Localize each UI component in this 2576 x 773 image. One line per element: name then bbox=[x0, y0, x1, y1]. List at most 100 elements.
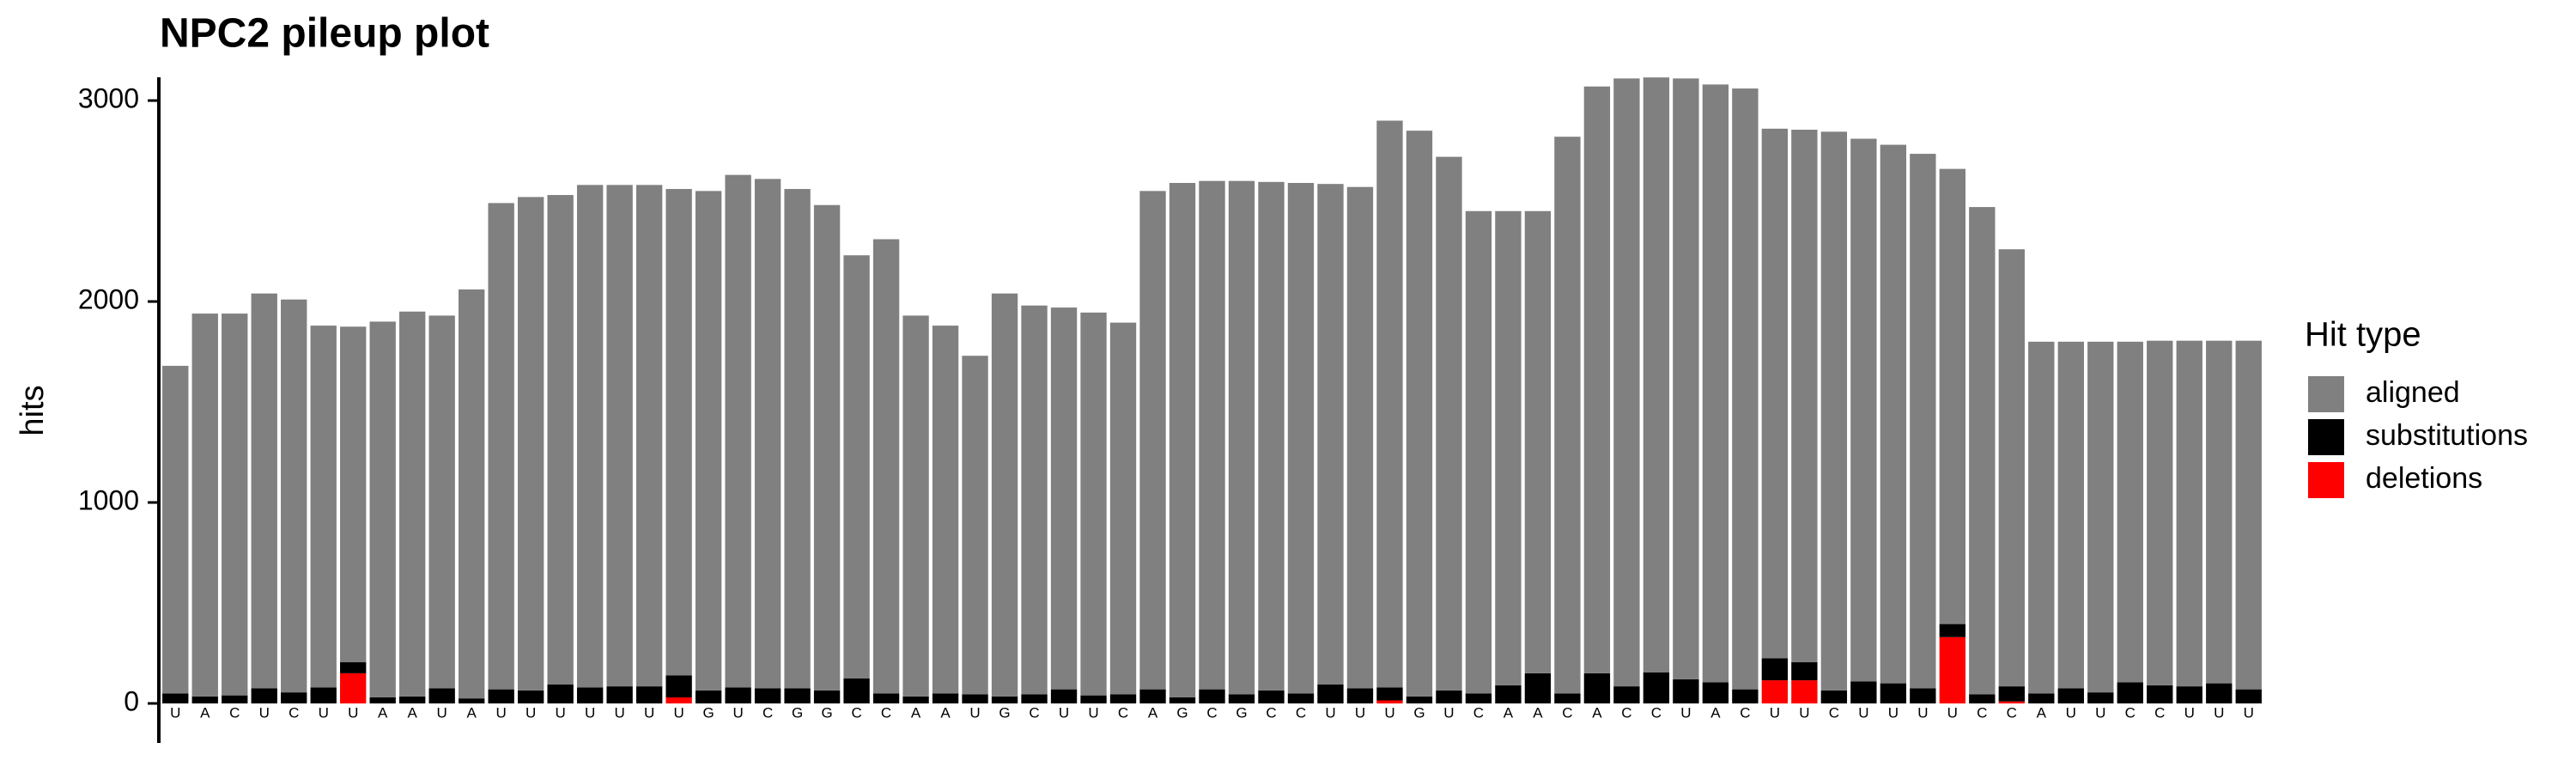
bar-segment bbox=[1820, 131, 1848, 691]
bar-segment bbox=[369, 697, 396, 703]
bar-segment bbox=[399, 311, 426, 697]
legend-key bbox=[2308, 376, 2344, 412]
bar-segment bbox=[725, 687, 751, 703]
x-tick-label: A bbox=[1504, 704, 1514, 721]
bar-segment bbox=[1850, 681, 1877, 703]
bar-segment bbox=[2206, 340, 2233, 684]
x-tick-label: C bbox=[1977, 704, 1987, 721]
bar-segment bbox=[872, 239, 900, 694]
bar-segment bbox=[754, 688, 781, 703]
x-tick-label: U bbox=[2214, 704, 2224, 721]
x-tick-label: A bbox=[1148, 704, 1158, 721]
bar-segment bbox=[517, 197, 544, 691]
bar-segment bbox=[843, 255, 870, 679]
x-tick-label: U bbox=[496, 704, 507, 721]
bar-segment bbox=[1199, 180, 1225, 690]
bar-segment bbox=[281, 299, 307, 693]
bar-segment bbox=[1702, 682, 1729, 703]
bar-segment bbox=[962, 694, 988, 703]
bar-segment bbox=[1406, 131, 1433, 697]
bar-segment bbox=[1613, 78, 1640, 687]
bar-segment bbox=[991, 293, 1018, 697]
x-tick-label: U bbox=[1680, 704, 1691, 721]
x-tick-label: C bbox=[851, 704, 861, 721]
x-tick-label: G bbox=[999, 704, 1010, 721]
bar-segment bbox=[1228, 694, 1255, 703]
bar-segment bbox=[488, 689, 514, 703]
x-tick-label: U bbox=[644, 704, 654, 721]
bar-segment bbox=[665, 697, 692, 703]
bar-segment bbox=[784, 688, 811, 703]
bar-segment bbox=[576, 687, 604, 703]
x-tick-label: U bbox=[1858, 704, 1868, 721]
x-tick-label: A bbox=[378, 704, 388, 721]
bar-segment bbox=[1346, 186, 1374, 689]
bar-segment bbox=[1673, 78, 1699, 679]
x-tick-label: U bbox=[1917, 704, 1928, 721]
y-tick-label: 1000 bbox=[78, 484, 139, 515]
bar-segment bbox=[2117, 682, 2143, 703]
bar-segment bbox=[1702, 84, 1729, 683]
bar-segment bbox=[1583, 673, 1611, 703]
x-tick-label: G bbox=[821, 704, 832, 721]
bar-segment bbox=[1969, 207, 1996, 695]
bar-segment bbox=[1021, 305, 1048, 695]
x-tick-label: C bbox=[1206, 704, 1217, 721]
x-tick-label: C bbox=[881, 704, 891, 721]
bar-segment bbox=[576, 185, 604, 688]
bar-segment bbox=[191, 313, 218, 697]
x-tick-label: C bbox=[2007, 704, 2017, 721]
x-tick-label: A bbox=[467, 704, 477, 721]
bar-segment bbox=[1109, 322, 1137, 695]
bar-segment bbox=[1050, 307, 1078, 690]
bar-segment bbox=[428, 315, 455, 689]
x-tick-label: U bbox=[673, 704, 683, 721]
x-tick-label: G bbox=[1176, 704, 1188, 721]
bar-segment bbox=[1346, 688, 1374, 703]
bar-segment bbox=[458, 698, 485, 703]
legend-key bbox=[2308, 462, 2344, 498]
x-tick-label: U bbox=[1770, 704, 1780, 721]
bar-segment bbox=[1258, 181, 1285, 691]
bar-segment bbox=[784, 189, 811, 689]
bar-segment bbox=[1643, 77, 1670, 673]
bar-segment bbox=[340, 673, 367, 703]
x-tick-label: C bbox=[1829, 704, 1839, 721]
bar-segment bbox=[1524, 210, 1552, 673]
bar-segment bbox=[281, 692, 307, 703]
bar-segment bbox=[2176, 686, 2202, 703]
bar-segment bbox=[1228, 180, 1255, 695]
bar-segment bbox=[635, 185, 663, 687]
bar-segment bbox=[1495, 210, 1522, 685]
x-tick-label: U bbox=[1947, 704, 1958, 721]
bar-segment bbox=[754, 179, 781, 689]
bar-segment bbox=[1643, 672, 1670, 703]
y-tick-label: 3000 bbox=[78, 83, 139, 114]
x-tick-label: U bbox=[1325, 704, 1335, 721]
bar-segment bbox=[695, 191, 722, 691]
bar-segment bbox=[1732, 689, 1759, 703]
x-tick-label: U bbox=[1443, 704, 1454, 721]
bar-segment bbox=[1080, 695, 1107, 703]
x-tick-label: C bbox=[1562, 704, 1572, 721]
bar-segment bbox=[222, 695, 248, 703]
bar-segment bbox=[488, 203, 514, 690]
bar-segment bbox=[1939, 168, 1966, 624]
bar-segment bbox=[813, 690, 841, 703]
bar-segment bbox=[2057, 688, 2084, 703]
bar-segment bbox=[2057, 341, 2084, 689]
bar-segment bbox=[1554, 137, 1581, 694]
bar-segment bbox=[1880, 144, 1907, 684]
bar-segment bbox=[428, 688, 455, 703]
legend-label: deletions bbox=[2366, 462, 2482, 495]
x-tick-label: C bbox=[2125, 704, 2136, 721]
x-tick-label: C bbox=[762, 704, 773, 721]
bar-segment bbox=[2087, 341, 2114, 693]
x-tick-label: C bbox=[1740, 704, 1750, 721]
bar-segment bbox=[2176, 340, 2202, 687]
legend-title: Hit type bbox=[2305, 316, 2421, 354]
bar-segment bbox=[1139, 191, 1166, 690]
bar-segment bbox=[1761, 680, 1789, 703]
x-tick-label: G bbox=[703, 704, 714, 721]
